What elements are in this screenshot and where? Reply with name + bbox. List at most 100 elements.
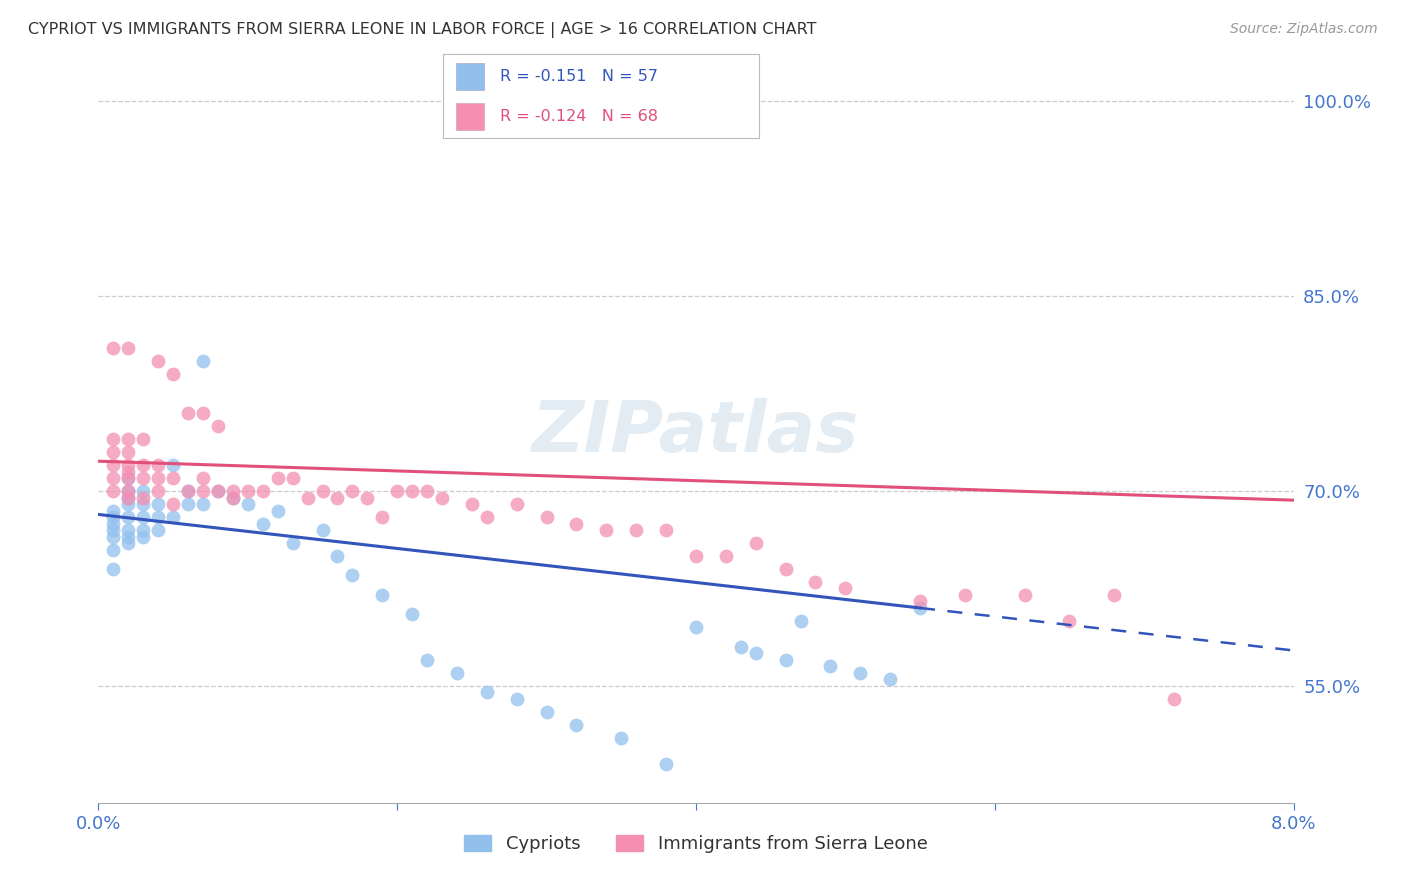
Point (132, 523, 155, 537)
Point (148, 458, 170, 472)
Text: ZIPatlas: ZIPatlas (533, 398, 859, 467)
Point (103, 484, 125, 499)
Point (117, 471, 139, 485)
Point (148, 510, 170, 524)
Point (191, 354, 214, 368)
Point (117, 432, 139, 446)
Point (117, 497, 139, 511)
Point (252, 516, 274, 531)
Point (267, 471, 290, 485)
Point (475, 685, 498, 699)
Point (207, 419, 229, 434)
Point (132, 432, 155, 446)
Text: CYPRIOT VS IMMIGRANTS FROM SIERRA LEONE IN LABOR FORCE | AGE > 16 CORRELATION CH: CYPRIOT VS IMMIGRANTS FROM SIERRA LEONE … (28, 22, 817, 38)
Point (371, 588, 394, 602)
Point (655, 756, 678, 771)
Point (177, 406, 200, 420)
Point (297, 491, 319, 505)
Point (371, 510, 394, 524)
Point (132, 458, 155, 472)
FancyBboxPatch shape (456, 62, 484, 90)
Point (103, 510, 125, 524)
Point (834, 582, 856, 596)
Point (401, 607, 423, 622)
Point (103, 562, 125, 576)
Point (132, 484, 155, 499)
Point (416, 653, 439, 667)
Point (685, 549, 707, 563)
Point (103, 516, 125, 531)
Point (103, 458, 125, 472)
Point (117, 523, 139, 537)
Point (416, 484, 439, 499)
Text: R = -0.124   N = 68: R = -0.124 N = 68 (501, 109, 658, 124)
Point (103, 341, 125, 355)
Point (148, 354, 170, 368)
Point (446, 665, 468, 680)
Point (953, 588, 976, 602)
Text: R = -0.151   N = 57: R = -0.151 N = 57 (501, 69, 658, 84)
Point (222, 484, 245, 499)
Point (117, 484, 139, 499)
Point (281, 471, 304, 485)
Point (132, 510, 155, 524)
Point (236, 484, 259, 499)
Point (103, 523, 125, 537)
Point (117, 458, 139, 472)
Point (117, 529, 139, 543)
Point (461, 497, 484, 511)
Point (148, 523, 170, 537)
Point (117, 465, 139, 479)
Point (177, 484, 200, 499)
Point (655, 523, 678, 537)
Point (162, 458, 184, 472)
Point (236, 497, 259, 511)
Point (132, 491, 155, 505)
Point (222, 491, 245, 505)
Text: Source: ZipAtlas.com: Source: ZipAtlas.com (1230, 22, 1378, 37)
Point (685, 620, 707, 634)
Point (311, 523, 333, 537)
Point (267, 503, 290, 517)
Point (475, 510, 498, 524)
Point (342, 484, 364, 499)
Point (162, 510, 184, 524)
Point (595, 523, 617, 537)
Point (207, 484, 229, 499)
Point (356, 491, 378, 505)
Point (849, 665, 872, 680)
Point (177, 497, 200, 511)
Point (162, 367, 184, 381)
Point (117, 445, 139, 459)
Point (745, 536, 768, 550)
Point (117, 484, 139, 499)
Point (745, 647, 768, 661)
Point (148, 484, 170, 499)
Point (342, 568, 364, 582)
Point (103, 503, 125, 517)
Point (252, 484, 274, 499)
Point (775, 653, 797, 667)
Point (311, 484, 333, 499)
Point (132, 529, 155, 543)
Point (191, 497, 214, 511)
Point (117, 510, 139, 524)
Point (385, 484, 409, 499)
Legend: Cypriots, Immigrants from Sierra Leone: Cypriots, Immigrants from Sierra Leone (457, 828, 935, 861)
Point (1014, 588, 1036, 602)
Point (326, 491, 349, 505)
Point (103, 542, 125, 557)
Point (191, 471, 214, 485)
Point (820, 659, 842, 673)
Point (103, 432, 125, 446)
Point (103, 471, 125, 485)
Point (117, 471, 139, 485)
Point (610, 731, 633, 745)
Point (117, 491, 139, 505)
Point (222, 491, 245, 505)
Point (908, 601, 931, 615)
Point (162, 497, 184, 511)
Point (191, 484, 214, 499)
Point (401, 484, 423, 499)
Point (626, 523, 648, 537)
